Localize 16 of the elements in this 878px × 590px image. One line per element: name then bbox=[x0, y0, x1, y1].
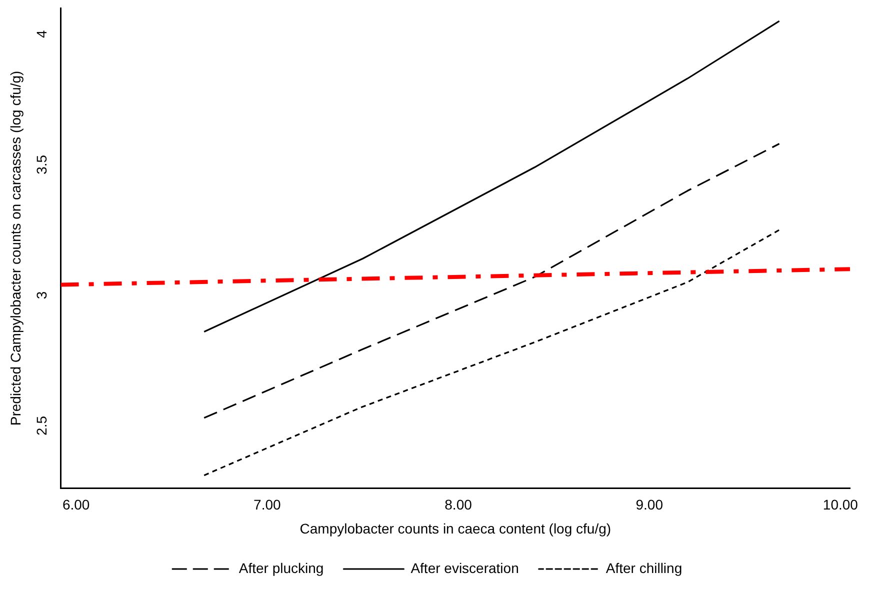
legend-label: After chilling bbox=[606, 560, 682, 576]
y-axis-title: Predicted Campylobacter counts on carcasses (log cfu/g) bbox=[7, 70, 24, 426]
x-tick-label: 8.00 bbox=[444, 496, 472, 513]
legend-label: After evisceration bbox=[410, 560, 519, 576]
line-series bbox=[203, 142, 780, 419]
x-tick-label: 10.00 bbox=[822, 496, 858, 513]
line-series bbox=[203, 229, 780, 476]
y-tick-label: 4 bbox=[34, 30, 50, 38]
x-tick-label: 9.00 bbox=[636, 496, 664, 513]
legend-label: After plucking bbox=[238, 560, 324, 576]
y-tick-label: 3.5 bbox=[34, 154, 50, 174]
y-tick-label: 2.5 bbox=[34, 416, 50, 436]
x-axis-title: Campylobacter counts in caeca content (log cfu/g) bbox=[300, 520, 612, 536]
y-tick-label: 3 bbox=[34, 291, 50, 300]
x-tick-label: 7.00 bbox=[254, 496, 282, 513]
x-tick-label: 6.00 bbox=[62, 496, 90, 513]
